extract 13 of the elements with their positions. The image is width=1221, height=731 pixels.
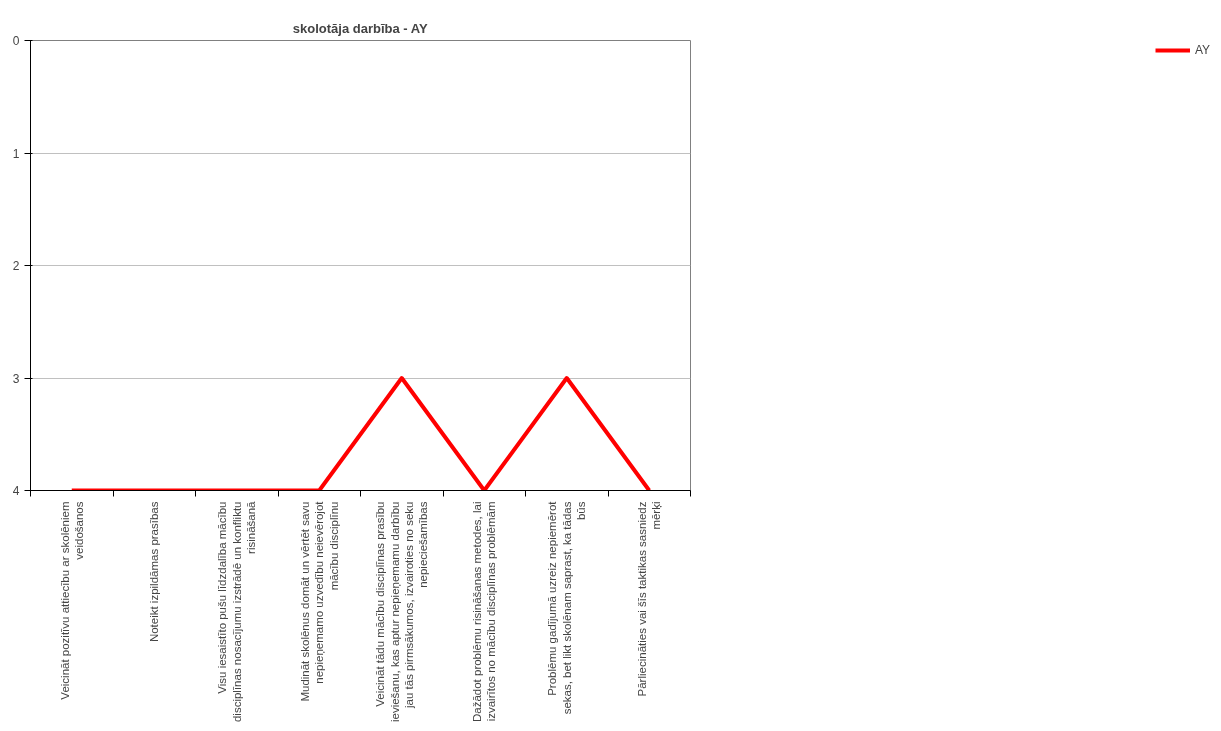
chart-title: skolotāja darbība - AY — [292, 20, 429, 36]
y-tick-label: 2 — [12, 259, 20, 273]
legend-label: AY — [1195, 43, 1212, 57]
y-tick-label: 3 — [12, 371, 20, 386]
x-tick-label: Mudināt skolēnus domāt un vērtēt savu nepieņemamo uzvedību neievērojot mācību disciplīnu — [298, 500, 340, 702]
y-tick-label: 1 — [12, 146, 20, 161]
x-tick-label: Pārliecināties vai šīs taktikas sasniedz mērķi — [636, 501, 663, 697]
x-tick-label: Visu iesaistīto pušu līdzdalība mācību disciplīnas nosacījumu izstrādē un konfliktu risināšanā — [216, 500, 258, 723]
y-tick-label: 4 — [12, 484, 20, 498]
x-tick-label: Noteikt izpildāmas prasības — [148, 501, 161, 643]
x-tick-label: Veicināt pozitīvu attiecību ar skolēniem veidošanos — [58, 501, 85, 700]
x-tick-label: Problēmu gadījumā uzreiz nepiemērot sekas, bet likt skolēnam saprast, ka tādas būs — [546, 500, 588, 715]
y-tick-label: 0 — [12, 34, 20, 48]
